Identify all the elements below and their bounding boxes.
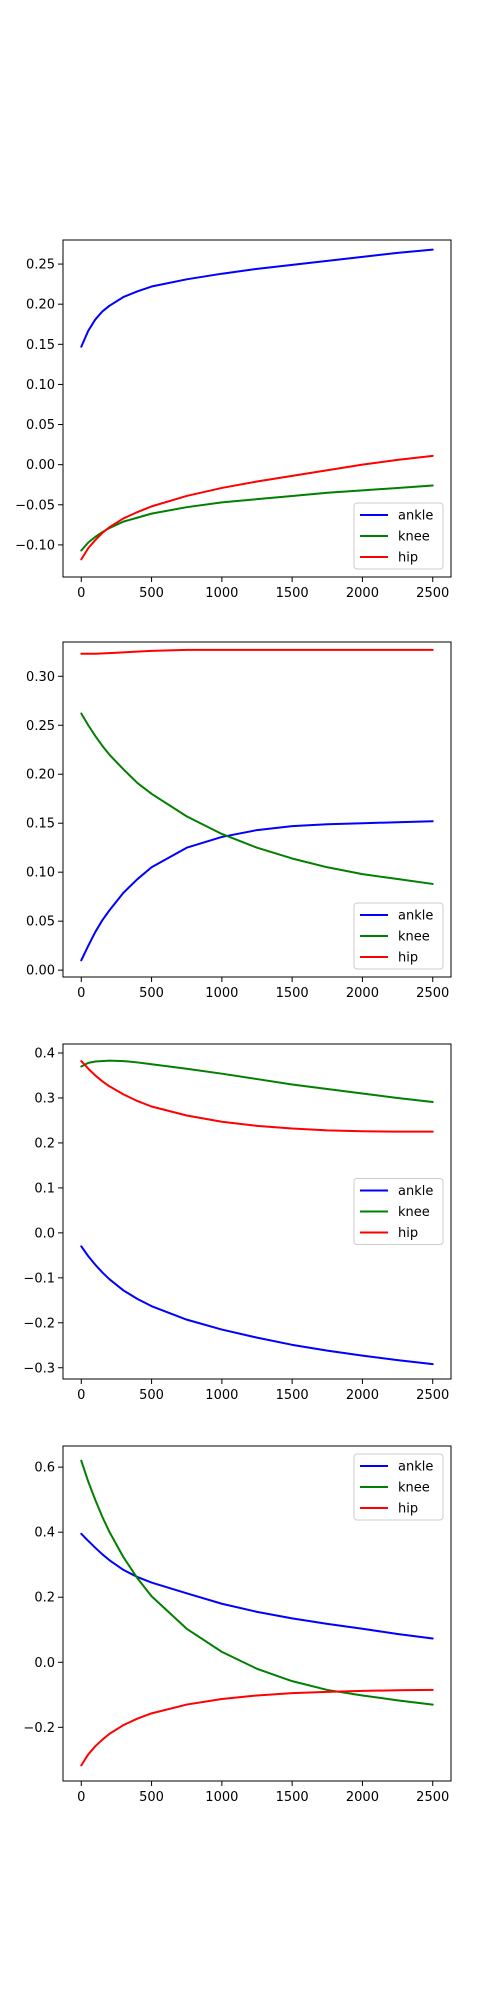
y-tick-label: −0.1 bbox=[23, 1271, 55, 1286]
y-tick-label: −0.3 bbox=[23, 1361, 55, 1376]
series-line-knee bbox=[80, 1459, 434, 1706]
x-tick-label: 0 bbox=[77, 1790, 85, 1805]
y-tick-label: 0.20 bbox=[26, 768, 55, 783]
legend-box bbox=[353, 502, 444, 570]
legend: ankle knee hip bbox=[353, 1178, 444, 1245]
legend-label-knee: knee bbox=[398, 930, 430, 945]
series-line-ankle bbox=[80, 1245, 434, 1366]
y-tick-label: 0.00 bbox=[26, 458, 55, 473]
legend: ankle knee hip bbox=[353, 502, 444, 570]
series-line-ankle bbox=[80, 1532, 434, 1640]
x-tick-label: 0 bbox=[77, 1388, 85, 1403]
series-line-ankle bbox=[80, 248, 434, 348]
legend-label-hip: hip bbox=[398, 1226, 418, 1241]
x-tick-label: 1500 bbox=[276, 1790, 309, 1805]
series-line-hip bbox=[80, 648, 434, 655]
y-tick-label: 0.3 bbox=[34, 1091, 55, 1106]
legend: ankle knee hip bbox=[353, 1453, 444, 1521]
y-tick-label: 0.1 bbox=[34, 1181, 55, 1196]
y-tick-label: 0.4 bbox=[34, 1046, 55, 1061]
y-tick-label: 0.0 bbox=[34, 1656, 55, 1671]
legend-label-hip: hip bbox=[398, 551, 418, 566]
y-tick-label: 0.15 bbox=[26, 338, 55, 353]
y-tick-label: 0.05 bbox=[26, 418, 55, 433]
axes-frame bbox=[62, 239, 452, 578]
y-tick-label: −0.10 bbox=[15, 538, 55, 553]
chart-panel-3: 0 500 1000 1500 2000 2500 −0.3 −0.2 −0.1 0.0 0.1 0.… bbox=[23, 1043, 452, 1403]
x-tick-label: 2000 bbox=[346, 1790, 379, 1805]
x-tick-label: 1000 bbox=[205, 1388, 238, 1403]
x-tick-label: 0 bbox=[77, 586, 85, 601]
x-tick-label: 1500 bbox=[276, 1388, 309, 1403]
x-tick-label: 1000 bbox=[205, 586, 238, 601]
legend-label-ankle: ankle bbox=[398, 1184, 433, 1199]
y-tick-label: −0.05 bbox=[15, 498, 55, 513]
y-tick-label: 0.05 bbox=[26, 915, 55, 930]
y-tick-label: 0.25 bbox=[26, 258, 55, 273]
x-tick-label: 2000 bbox=[346, 586, 379, 601]
legend-box bbox=[353, 1453, 444, 1521]
y-tick-label: 0.4 bbox=[34, 1526, 55, 1541]
y-tick-label: −0.2 bbox=[23, 1721, 55, 1736]
legend-label-ankle: ankle bbox=[398, 509, 433, 524]
y-tick-label: 0.10 bbox=[26, 866, 55, 881]
x-tick-label: 2500 bbox=[416, 1388, 449, 1403]
y-tick-label: 0.00 bbox=[26, 964, 55, 979]
series-line-knee bbox=[80, 712, 434, 885]
legend-label-knee: knee bbox=[398, 1481, 430, 1496]
x-tick-label: 2500 bbox=[416, 986, 449, 1001]
y-tick-label: 0.2 bbox=[34, 1591, 55, 1606]
x-tick-label: 2500 bbox=[416, 586, 449, 601]
x-tick-label: 1000 bbox=[205, 986, 238, 1001]
x-tick-label: 1500 bbox=[276, 586, 309, 601]
chart-panel-1: 0 500 1000 1500 2000 2500 −0.10 −0.05 0.00 0.05 0.… bbox=[15, 239, 452, 601]
legend-label-ankle: ankle bbox=[398, 909, 433, 924]
legend-label-hip: hip bbox=[398, 1502, 418, 1517]
chart-panel-4: 0 500 1000 1500 2000 2500 −0.2 0.0 0.2 0.4 0.6 ankl… bbox=[23, 1445, 452, 1805]
y-tick-label: 0.0 bbox=[34, 1226, 55, 1241]
y-tick-label: 0.6 bbox=[34, 1461, 55, 1476]
x-tick-label: 2500 bbox=[416, 1790, 449, 1805]
x-tick-label: 500 bbox=[139, 1790, 164, 1805]
legend-label-knee: knee bbox=[398, 1205, 430, 1220]
x-tick-label: 0 bbox=[77, 986, 85, 1001]
axes-frame bbox=[62, 1445, 452, 1782]
y-tick-label: 0.10 bbox=[26, 378, 55, 393]
x-tick-label: 1000 bbox=[205, 1790, 238, 1805]
x-tick-label: 500 bbox=[139, 1388, 164, 1403]
x-tick-label: 1500 bbox=[276, 986, 309, 1001]
legend-box bbox=[353, 902, 444, 970]
axes-frame bbox=[62, 1043, 452, 1380]
y-tick-label: 0.15 bbox=[26, 817, 55, 832]
legend: ankle knee hip bbox=[353, 902, 444, 970]
y-tick-label: 0.25 bbox=[26, 719, 55, 734]
series-line-knee bbox=[80, 1059, 434, 1104]
legend-label-knee: knee bbox=[398, 530, 430, 545]
y-tick-label: 0.30 bbox=[26, 670, 55, 685]
x-tick-label: 2000 bbox=[346, 986, 379, 1001]
y-tick-label: 0.2 bbox=[34, 1136, 55, 1151]
series-line-hip bbox=[80, 454, 434, 561]
legend-label-hip: hip bbox=[398, 951, 418, 966]
axes-frame bbox=[62, 641, 452, 978]
legend-label-ankle: ankle bbox=[398, 1460, 433, 1475]
series-line-hip bbox=[80, 1688, 434, 1767]
x-tick-label: 500 bbox=[139, 586, 164, 601]
legend-box bbox=[353, 1178, 444, 1245]
x-tick-label: 500 bbox=[139, 986, 164, 1001]
series-line-ankle bbox=[80, 820, 434, 962]
series-line-hip bbox=[80, 1060, 434, 1133]
x-tick-label: 2000 bbox=[346, 1388, 379, 1403]
chart-panel-2: 0 500 1000 1500 2000 2500 0.00 0.05 0.10 0.15 0.20… bbox=[26, 641, 452, 1001]
series-line-knee bbox=[80, 484, 434, 552]
y-tick-label: −0.2 bbox=[23, 1316, 55, 1331]
y-tick-label: 0.20 bbox=[26, 298, 55, 313]
